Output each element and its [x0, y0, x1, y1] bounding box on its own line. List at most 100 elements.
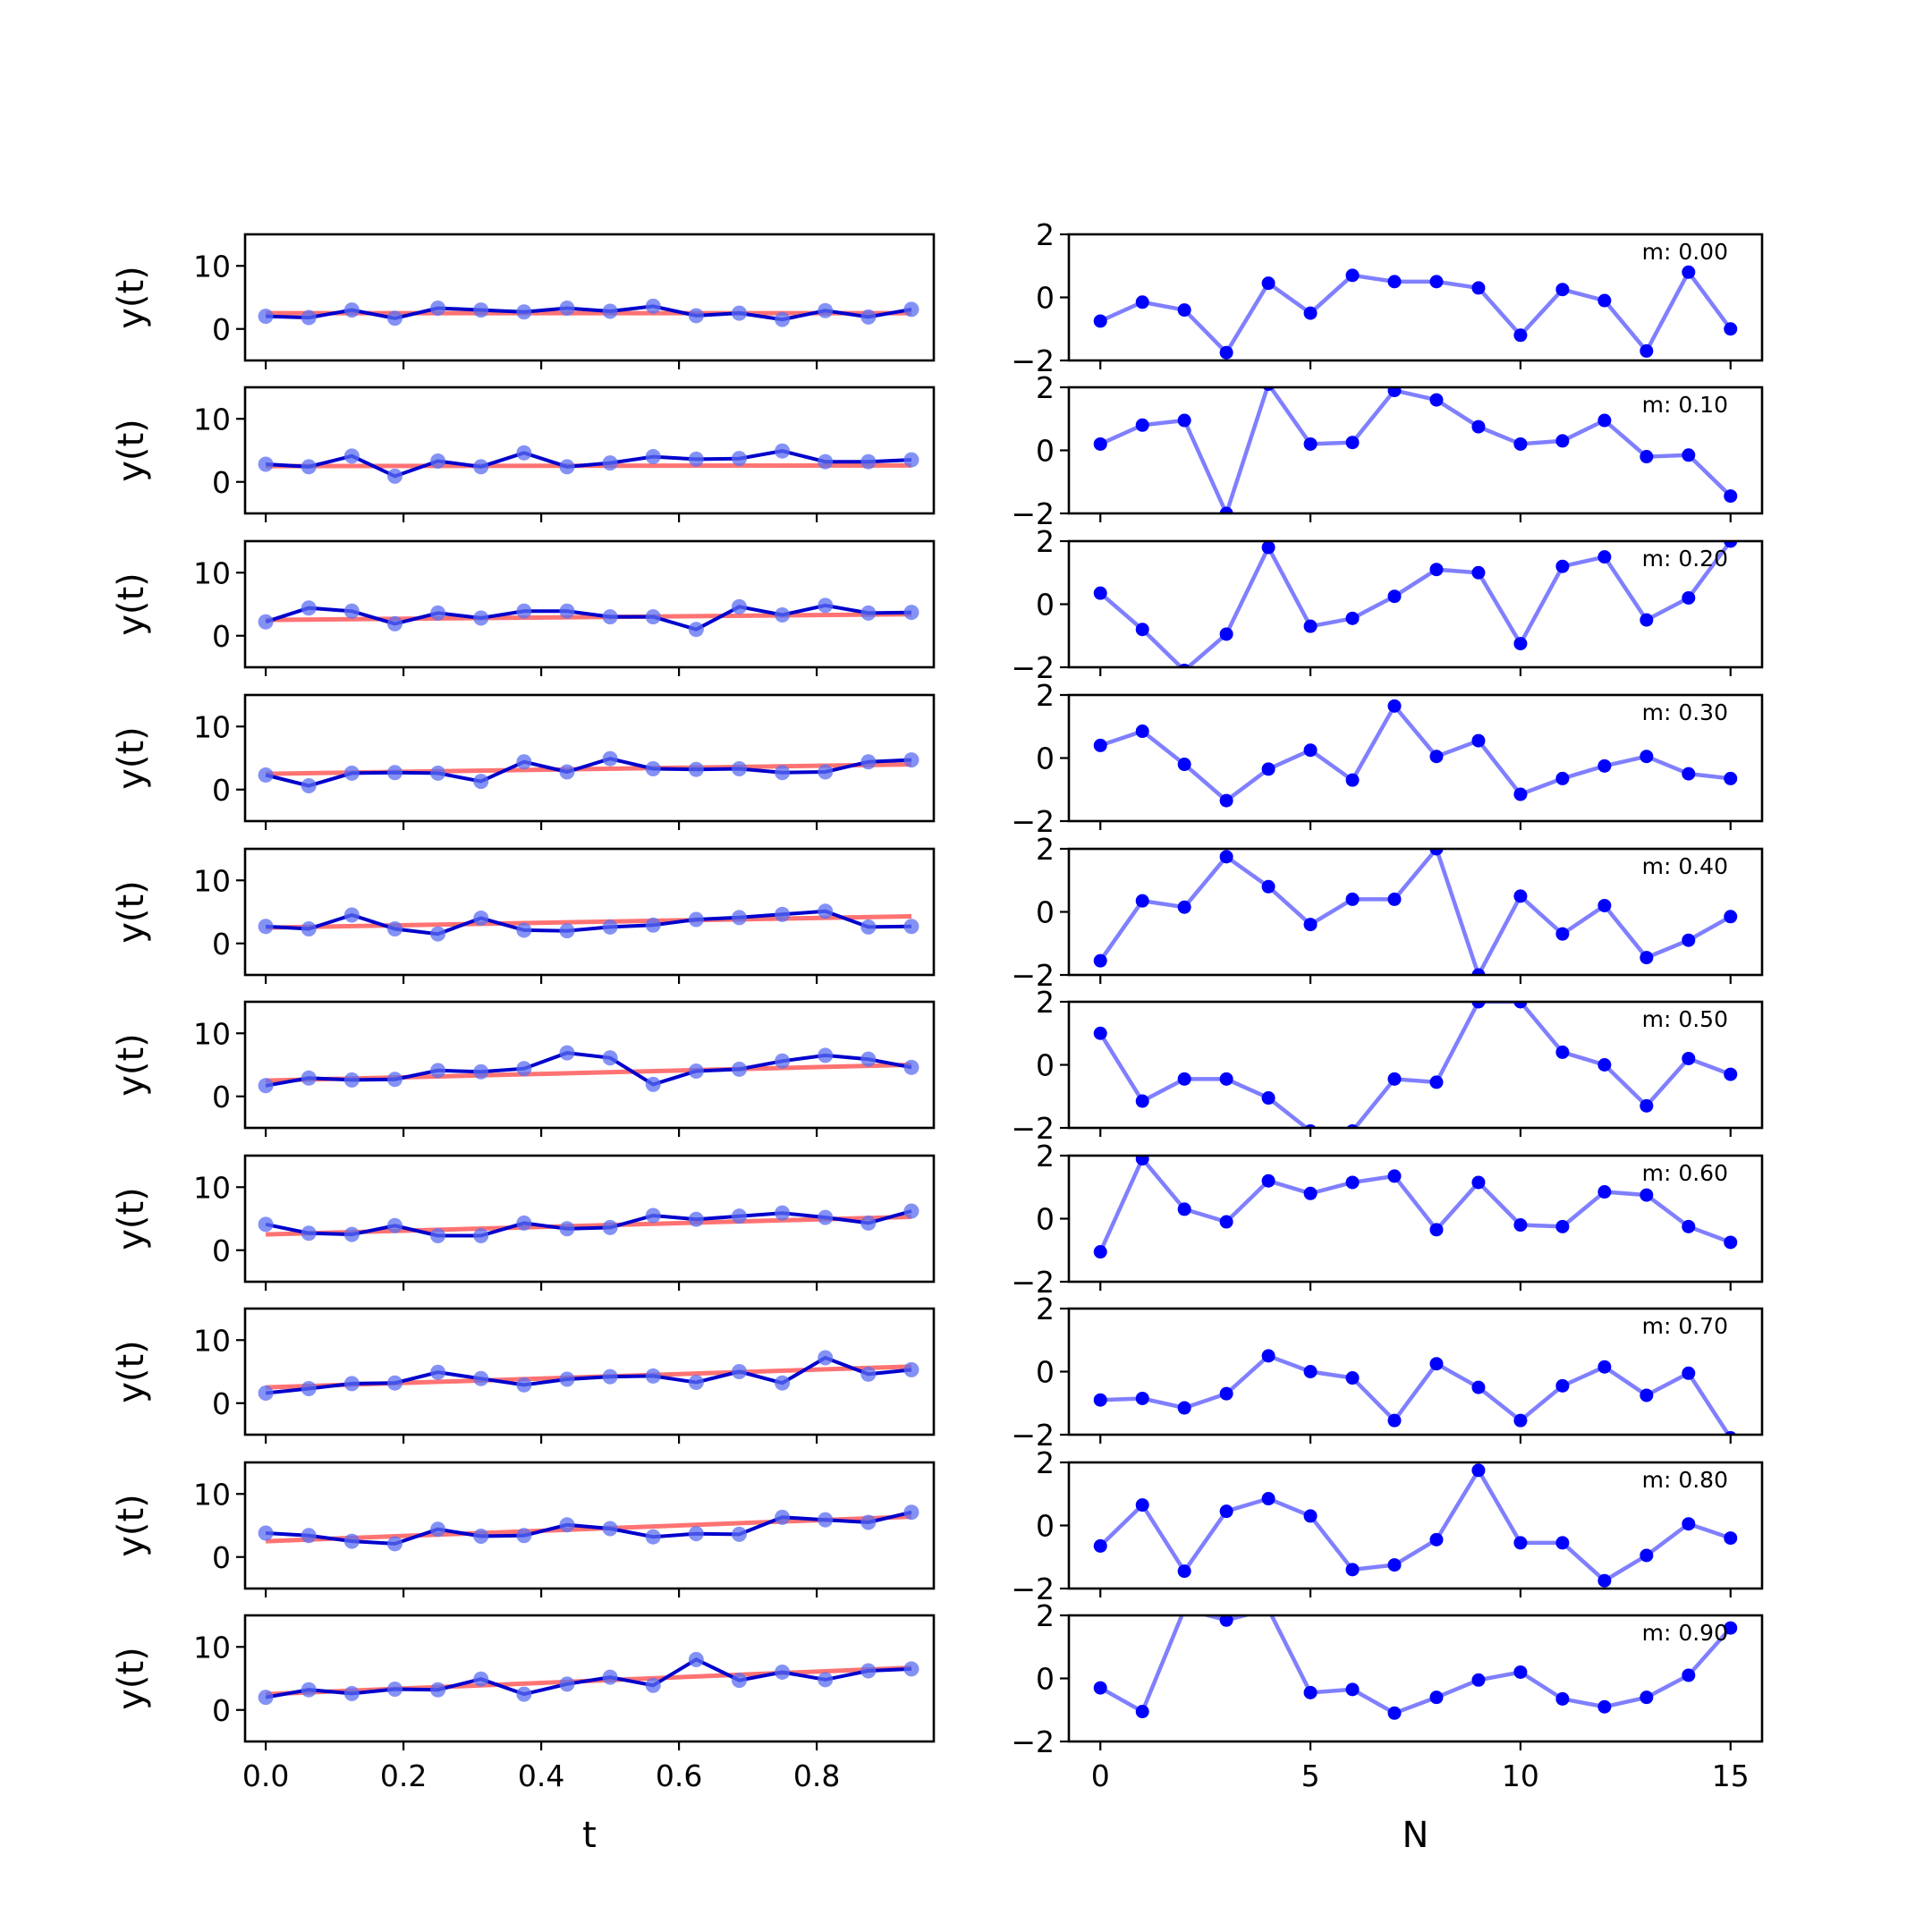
noise-point-4-3 — [1219, 850, 1233, 864]
noise-point-3-8 — [1429, 750, 1444, 764]
right-panel-3: m: 0.30 −2 0 2 — [1011, 678, 1764, 839]
data-point-3-7 — [559, 764, 575, 780]
data-point-5-15 — [903, 1059, 919, 1075]
data-point-6-5 — [473, 1228, 489, 1244]
noise-point-3-3 — [1219, 793, 1233, 808]
left-frame-9 — [243, 1614, 936, 1743]
data-point-0-1 — [301, 309, 317, 326]
left-panel-9: 0 10 y(t) — [111, 1614, 936, 1750]
data-point-1-8 — [602, 455, 618, 471]
data-point-6-12 — [775, 1205, 791, 1221]
noise-point-4-7 — [1387, 892, 1402, 906]
left-frame-8 — [243, 1461, 936, 1590]
right-plot-area-6 — [1093, 1156, 1738, 1259]
noise-point-7-11 — [1555, 1378, 1570, 1393]
right-plot-area-7 — [1093, 1349, 1737, 1435]
noise-point-8-1 — [1135, 1498, 1149, 1513]
right-plot-area-8 — [1093, 1463, 1738, 1588]
data-point-9-11 — [731, 1673, 747, 1689]
data-point-3-5 — [473, 774, 489, 790]
data-point-2-9 — [645, 609, 661, 625]
left-xtick-label-4: 0.8 — [793, 1758, 840, 1793]
data-point-2-6 — [516, 603, 532, 619]
right-panel-1: m: 0.10 −2 0 2 — [1011, 370, 1764, 531]
data-point-7-15 — [903, 1361, 919, 1377]
noise-point-2-0 — [1093, 586, 1107, 600]
data-point-9-7 — [559, 1676, 575, 1692]
data-point-3-11 — [731, 760, 747, 776]
noise-point-7-0 — [1093, 1393, 1107, 1407]
data-line-6 — [265, 1209, 912, 1238]
right-ytick-label-4-0: −2 — [1011, 958, 1055, 993]
data-point-7-6 — [516, 1377, 532, 1393]
noise-point-1-12 — [1597, 413, 1612, 428]
data-point-7-11 — [731, 1364, 747, 1379]
data-point-4-6 — [516, 922, 532, 938]
data-point-5-9 — [645, 1076, 661, 1092]
noise-point-7-12 — [1597, 1360, 1612, 1374]
left-xtick-label-0: 0.0 — [242, 1758, 289, 1793]
noise-point-9-14 — [1682, 1668, 1696, 1682]
noise-point-4-0 — [1093, 953, 1107, 968]
noise-point-6-9 — [1471, 1175, 1486, 1190]
noise-point-2-11 — [1555, 559, 1570, 573]
data-line-8 — [265, 1510, 912, 1546]
data-point-1-7 — [559, 459, 575, 475]
noise-point-3-12 — [1597, 758, 1612, 773]
noise-point-5-14 — [1682, 1051, 1696, 1065]
fit-line-8 — [266, 1514, 912, 1544]
noise-point-0-13 — [1640, 343, 1654, 358]
noise-point-7-8 — [1429, 1357, 1444, 1371]
right-ytick-label-1-0: −2 — [1011, 496, 1055, 531]
noise-point-5-8 — [1429, 1075, 1444, 1089]
left-plot-area-4 — [258, 903, 919, 942]
data-point-5-6 — [516, 1061, 532, 1077]
data-point-1-12 — [775, 443, 791, 459]
noise-point-4-6 — [1345, 892, 1360, 906]
left-ylabel-9: y(t) — [111, 1647, 152, 1710]
data-point-2-11 — [731, 598, 747, 614]
data-point-8-0 — [258, 1525, 274, 1541]
noise-point-9-9 — [1471, 1673, 1486, 1687]
noise-line-9 — [1099, 1615, 1733, 1716]
m-label-7: m: 0.70 — [1642, 1313, 1728, 1339]
right-panel-8: m: 0.80 −2 0 2 — [1011, 1445, 1764, 1606]
left-panel-7: 0 10 y(t) — [111, 1307, 936, 1444]
noise-point-4-14 — [1682, 933, 1696, 947]
data-point-9-2 — [343, 1685, 360, 1701]
right-ytick-label-1-2: 2 — [1036, 370, 1055, 405]
noise-point-8-11 — [1555, 1536, 1570, 1550]
data-point-9-8 — [602, 1669, 618, 1685]
noise-point-6-7 — [1387, 1169, 1402, 1183]
data-point-3-9 — [645, 760, 661, 776]
data-point-8-10 — [688, 1526, 704, 1542]
data-point-4-1 — [301, 921, 317, 937]
noise-point-0-4 — [1261, 276, 1275, 291]
left-ylabel-5: y(t) — [111, 1033, 152, 1097]
noise-point-5-11 — [1555, 1045, 1570, 1059]
noise-line-1 — [1099, 387, 1733, 513]
noise-point-4-10 — [1513, 889, 1528, 903]
right-ytick-label-6-0: −2 — [1011, 1265, 1055, 1300]
noise-point-5-9 — [1471, 1002, 1486, 1009]
noise-point-7-1 — [1135, 1391, 1149, 1405]
noise-point-6-14 — [1682, 1219, 1696, 1233]
right-ytick-label-1-1: 0 — [1036, 434, 1055, 469]
right-plot-area-1 — [1093, 387, 1738, 513]
data-point-1-0 — [258, 456, 274, 472]
right-ytick-label-6-2: 2 — [1036, 1139, 1055, 1174]
left-xtick-label-3: 0.6 — [656, 1758, 702, 1793]
noise-line-0 — [1099, 268, 1733, 356]
noise-point-5-7 — [1387, 1072, 1402, 1086]
left-frame-4 — [243, 847, 936, 977]
noise-point-5-6 — [1346, 1124, 1359, 1128]
right-ytick-label-9-2: 2 — [1036, 1598, 1055, 1633]
right-ytick-label-0-0: −2 — [1011, 343, 1055, 378]
data-point-9-15 — [903, 1661, 919, 1677]
noise-point-7-13 — [1640, 1388, 1654, 1402]
noise-point-6-12 — [1597, 1185, 1612, 1199]
data-point-7-9 — [645, 1368, 661, 1384]
right-ytick-label-9-1: 0 — [1036, 1662, 1055, 1697]
data-point-9-6 — [516, 1686, 532, 1702]
left-ylabel-2: y(t) — [111, 572, 152, 636]
